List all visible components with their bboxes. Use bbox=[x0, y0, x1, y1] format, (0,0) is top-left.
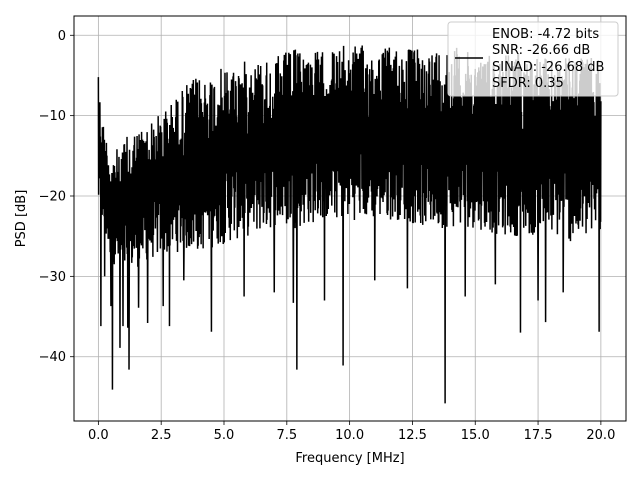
x-tick-label: 2.5 bbox=[151, 428, 172, 443]
x-tick-label: 17.5 bbox=[524, 428, 553, 443]
y-tick-label: −10 bbox=[39, 109, 66, 124]
x-tick-label: 5.0 bbox=[214, 428, 235, 443]
y-tick-label: −20 bbox=[39, 190, 66, 205]
y-tick-label: −30 bbox=[39, 270, 66, 285]
x-tick-label: 10.0 bbox=[335, 428, 364, 443]
y-tick-label: 0 bbox=[58, 29, 66, 44]
axis-ticks: 0.0 2.5 5.0 7.5 10.0 12.5 15.0 17.5 20.0 0 −10 −20 −… bbox=[39, 29, 616, 443]
x-tick-label: 12.5 bbox=[398, 428, 427, 443]
series-group bbox=[97, 45, 602, 404]
legend-line-enob: ENOB: -4.72 bits bbox=[492, 27, 599, 42]
psd-series-line bbox=[97, 45, 602, 404]
x-axis-label: Frequency [MHz] bbox=[295, 451, 404, 466]
legend-line-snr: SNR: -26.66 dB bbox=[492, 43, 590, 58]
legend: ENOB: -4.72 bits SNR: -26.66 dB SINAD: -… bbox=[447, 21, 619, 97]
x-tick-label: 15.0 bbox=[461, 428, 490, 443]
legend-line-sfdr: SFDR: 0.35 bbox=[492, 76, 564, 91]
y-tick-label: −40 bbox=[39, 350, 66, 365]
x-tick-label: 0.0 bbox=[88, 428, 109, 443]
legend-line-sinad: SINAD: -26.68 dB bbox=[492, 60, 604, 75]
x-tick-label: 7.5 bbox=[276, 428, 297, 443]
legend-box bbox=[447, 21, 619, 97]
y-axis-label: PSD [dB] bbox=[14, 190, 29, 248]
x-tick-label: 20.0 bbox=[586, 428, 615, 443]
